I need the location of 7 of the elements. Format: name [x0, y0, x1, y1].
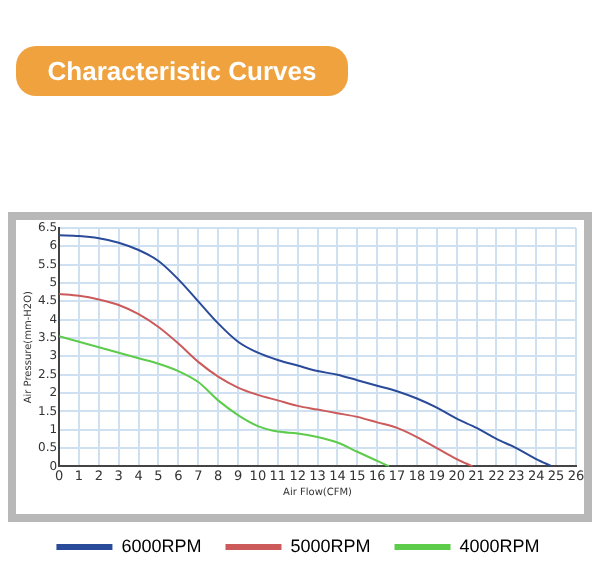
legend-label: 6000RPM [121, 535, 202, 556]
line-series [59, 335, 391, 467]
legend-label: 5000RPM [290, 535, 371, 556]
line-series [59, 234, 554, 467]
chart-title: Characteristic Curves [16, 46, 348, 96]
line-series [59, 293, 474, 467]
legend-label: 4000RPM [459, 535, 540, 556]
